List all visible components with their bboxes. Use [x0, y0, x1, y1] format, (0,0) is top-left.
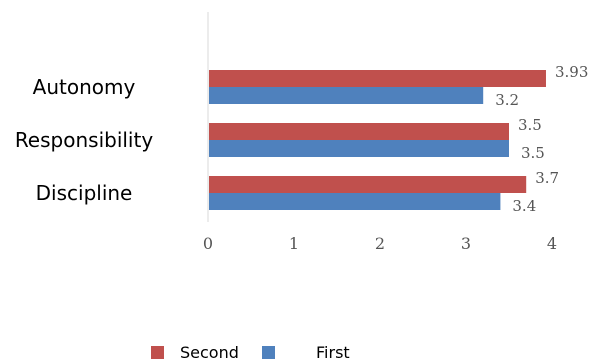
legend-label-first: First — [316, 343, 350, 361]
x-tick-label: 2 — [375, 234, 385, 253]
data-label-first: 3.5 — [521, 144, 545, 162]
data-label-first: 3.4 — [512, 197, 536, 215]
bar-second — [209, 123, 509, 140]
bar-second — [209, 176, 527, 193]
bar-first — [209, 193, 501, 210]
data-label-first: 3.2 — [495, 91, 519, 109]
category-label: Autonomy — [33, 75, 136, 99]
x-axis: 0 1 2 3 4 — [203, 12, 557, 253]
bar-first — [209, 140, 509, 157]
data-labels: 3.93 3.5 3.7 3.2 3.5 3.4 — [495, 63, 588, 215]
x-tick-label: 1 — [289, 234, 299, 253]
data-label-second: 3.93 — [555, 63, 588, 81]
data-label-second: 3.7 — [535, 169, 559, 187]
bar-second — [209, 70, 546, 87]
legend-label-second: Second — [180, 343, 239, 361]
bar-first — [209, 87, 484, 104]
x-tick-label: 4 — [547, 234, 557, 253]
category-label: Responsibility — [15, 128, 154, 152]
data-label-second: 3.5 — [518, 116, 542, 134]
category-label: Discipline — [36, 181, 133, 205]
legend-swatch-first — [262, 346, 275, 359]
legend-swatch-second — [151, 346, 164, 359]
legend: Second First — [151, 343, 350, 361]
x-tick-label: 3 — [461, 234, 471, 253]
category-labels: Autonomy Responsibility Discipline — [15, 75, 154, 205]
x-tick-label: 0 — [203, 234, 213, 253]
bars — [209, 70, 546, 210]
